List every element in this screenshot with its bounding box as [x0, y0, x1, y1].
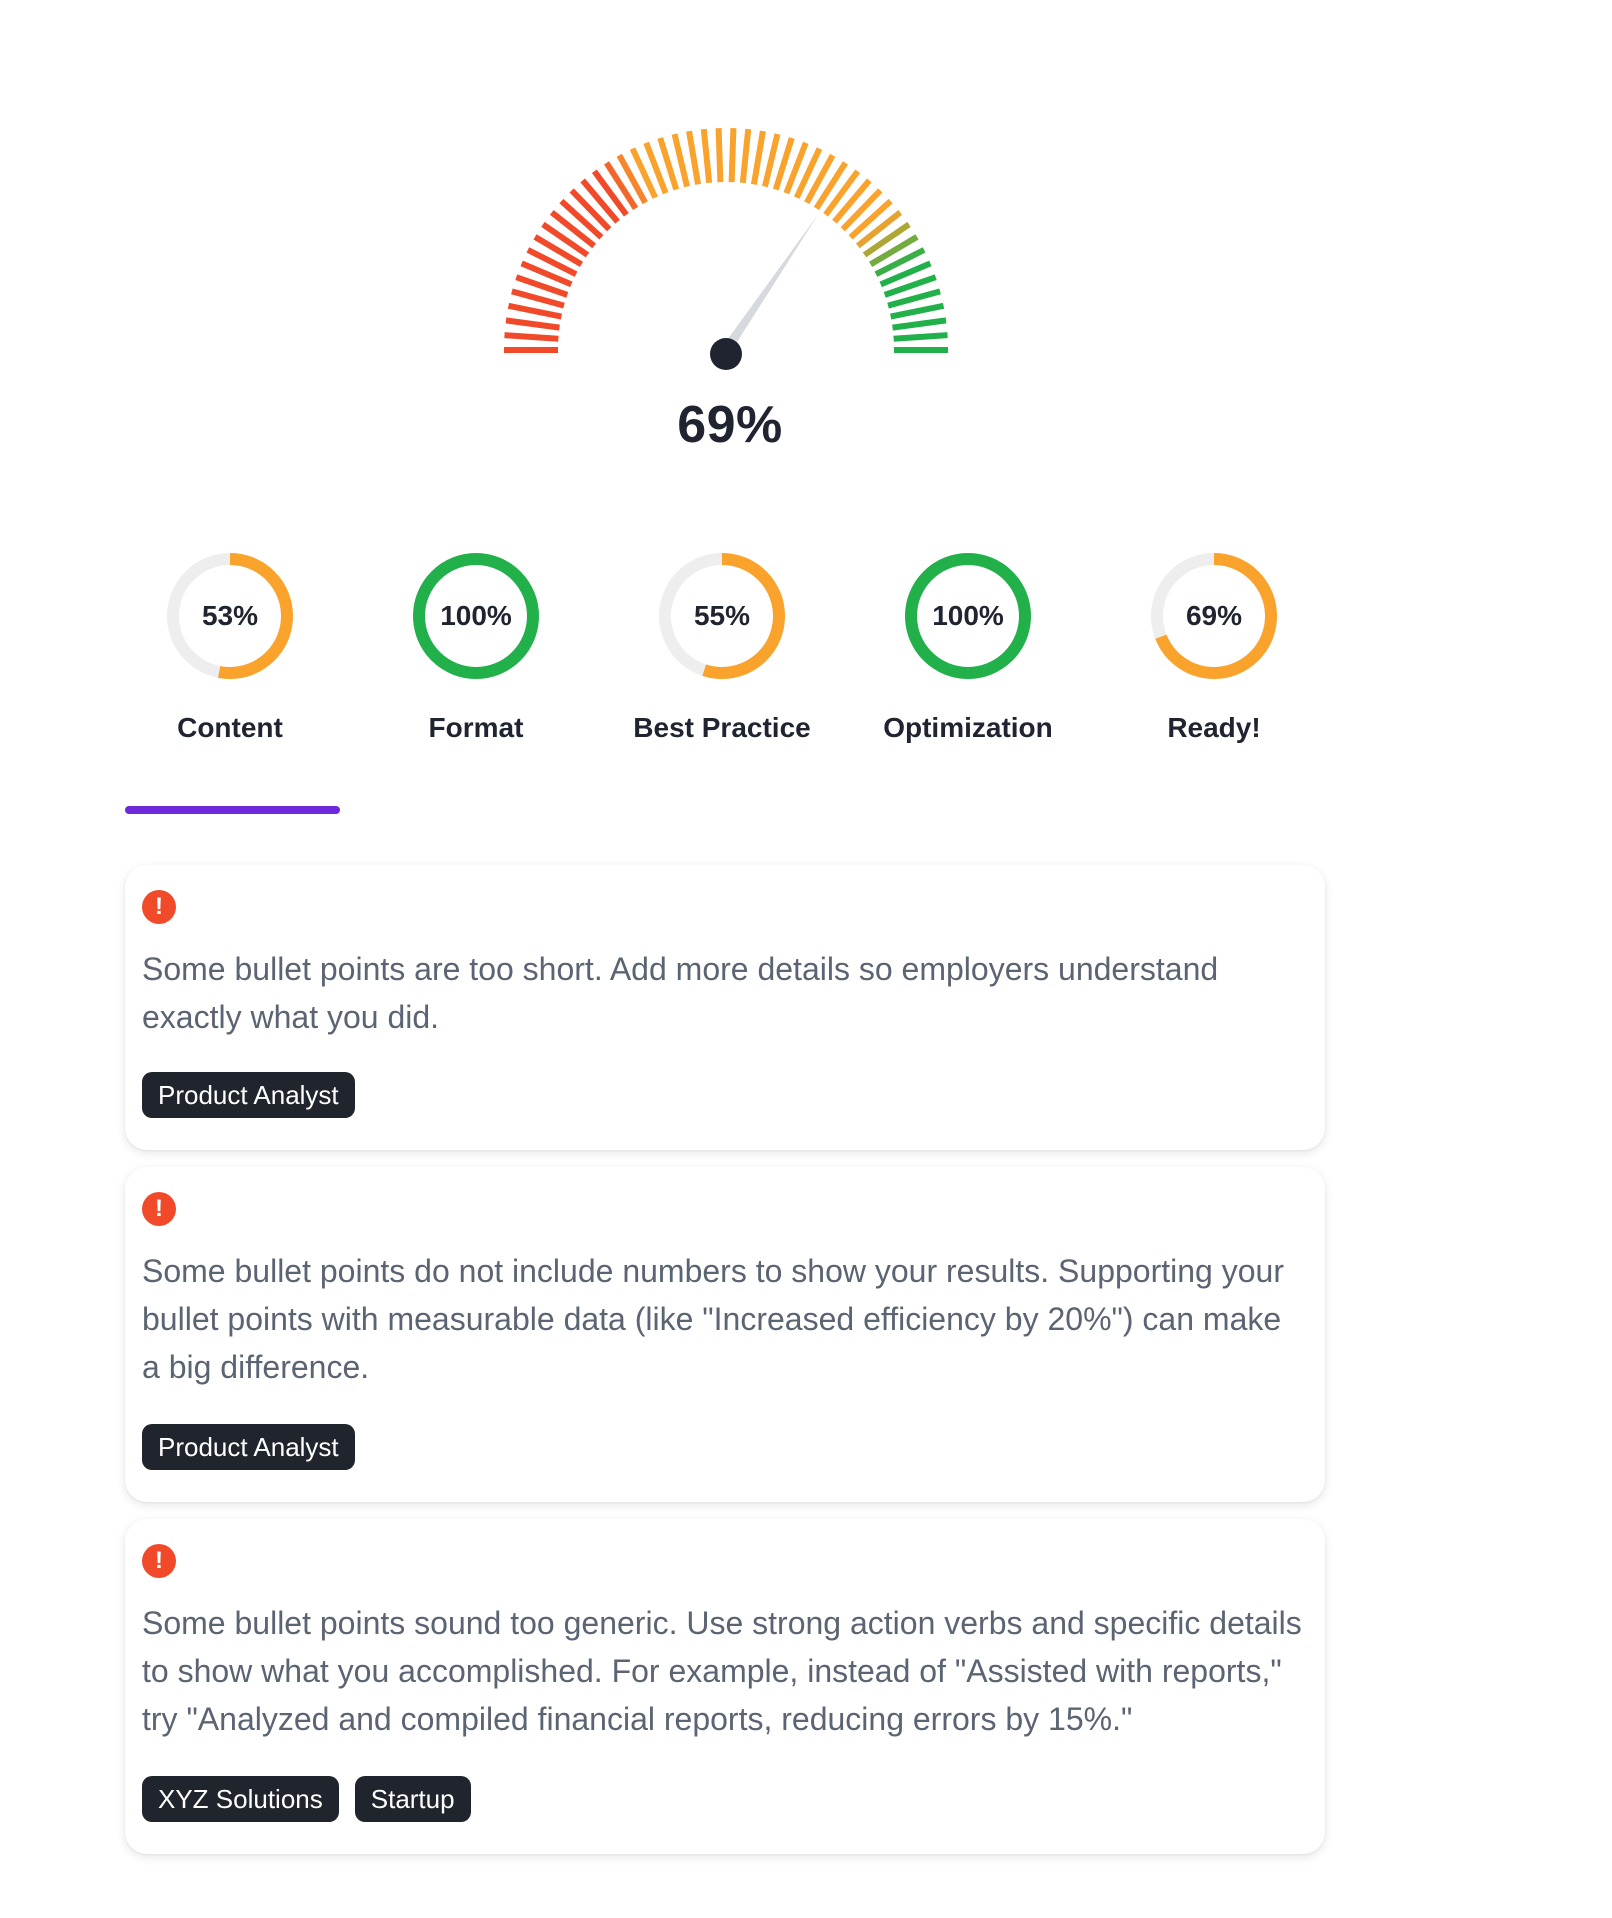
score-label: Content [177, 712, 283, 743]
gauge-tick [772, 137, 795, 191]
gauge-tick [591, 169, 629, 217]
gauge-tick [869, 234, 919, 267]
ring-progress [413, 553, 539, 679]
gauge-tick [511, 288, 565, 309]
gauge-tick [762, 133, 781, 188]
gauge-tick [890, 302, 945, 320]
gauge-tick [643, 141, 669, 195]
gauge-tick [750, 130, 766, 185]
score-label: Ready! [1167, 712, 1261, 743]
tag-chip[interactable]: XYZ Solutions [142, 1776, 339, 1822]
feedback-card: ! Some bullet points do not include numb… [125, 1167, 1325, 1502]
gauge-tick [848, 198, 893, 240]
tag-list: XYZ Solutions Startup [142, 1776, 471, 1822]
score-label: Format [428, 712, 524, 743]
gauge-tick [879, 260, 932, 288]
score-item-best-practice[interactable]: 55% Best Practice [602, 550, 842, 744]
score-percent: 53% [201, 600, 259, 631]
score-label: Best Practice [633, 712, 811, 743]
gauge-tick [505, 317, 560, 331]
exclamation-icon: ! [142, 890, 176, 924]
feedback-card: ! Some bullet points are too short. Add … [125, 865, 1325, 1150]
gauge-tick [804, 153, 836, 205]
score-ring: 100% [410, 550, 542, 682]
gauge-needle [721, 213, 819, 353]
gauge-tick [823, 169, 861, 217]
gauge-tick [629, 147, 659, 199]
gauge-tick [515, 274, 569, 298]
gauge-tick [783, 141, 809, 195]
gauge-tick [832, 178, 872, 224]
gauge-tick [893, 332, 948, 342]
score-label: Optimization [883, 712, 1053, 743]
feedback-text: Some bullet points are too short. Add mo… [142, 951, 1219, 1035]
gauge-needle-hub [710, 338, 742, 370]
tag-list: Product Analyst [142, 1072, 355, 1118]
overall-score-value: 69% [677, 396, 783, 454]
progress-ring-icon [167, 553, 293, 679]
score-ring: 69% [1148, 550, 1280, 682]
gauge-tick [671, 133, 690, 188]
gauge-tick [883, 274, 937, 298]
ring-progress [167, 553, 293, 679]
score-percent: 55% [693, 600, 751, 631]
gauge-tick [686, 130, 702, 185]
score-ring: 55% [656, 550, 788, 682]
feedback-card: ! Some bullet points sound too generic. … [125, 1519, 1325, 1854]
gauge-tick [840, 188, 883, 232]
gauge-tick [887, 288, 941, 309]
progress-ring-icon [659, 553, 785, 679]
exclamation-icon: ! [142, 1544, 176, 1578]
ring-progress [1151, 553, 1277, 679]
gauge-tick [855, 210, 903, 249]
gauge-tick [793, 147, 823, 199]
overall-score-gauge [504, 128, 948, 370]
score-percent: 69% [1185, 600, 1243, 631]
tag-chip[interactable]: Startup [354, 1776, 471, 1822]
tag-chip[interactable]: Product Analyst [142, 1072, 355, 1118]
gauge-tick [715, 128, 724, 183]
category-scores: 53% Content 100% Format 55% Best Practic… [110, 550, 1350, 770]
active-tab-indicator [125, 806, 340, 814]
gauge-tick [526, 247, 578, 277]
gauge-tick [520, 260, 573, 288]
feedback-text: Some bullet points do not include number… [142, 1253, 1284, 1385]
gauge-tick [507, 302, 562, 320]
gauge-tick [813, 161, 848, 211]
gauge-tick [739, 128, 752, 184]
gauge-tick [728, 128, 737, 183]
gauge-tick [862, 221, 911, 258]
gauge-tick [892, 317, 947, 331]
gauge-tick [657, 137, 680, 191]
gauge-tick [874, 247, 926, 277]
gauge-tick [559, 198, 604, 240]
gauge-tick [604, 161, 639, 211]
progress-ring-icon [1151, 553, 1277, 679]
gauge-tick [569, 188, 612, 232]
score-percent: 100% [440, 600, 512, 631]
exclamation-icon: ! [142, 1192, 176, 1226]
score-item-format[interactable]: 100% Format [356, 550, 596, 744]
gauge-tick [541, 221, 590, 258]
progress-ring-icon [413, 553, 539, 679]
score-ring: 53% [164, 550, 296, 682]
score-ring: 100% [902, 550, 1034, 682]
feedback-text: Some bullet points sound too generic. Us… [142, 1605, 1302, 1737]
progress-ring-icon [905, 553, 1031, 679]
tag-list: Product Analyst [142, 1424, 355, 1470]
gauge-tick [700, 128, 713, 184]
gauge-tick [580, 178, 620, 224]
ring-progress [905, 553, 1031, 679]
gauge-tick [616, 153, 648, 205]
score-item-content[interactable]: 53% Content [110, 550, 350, 744]
tag-chip[interactable]: Product Analyst [142, 1424, 355, 1470]
score-percent: 100% [932, 600, 1004, 631]
ring-progress [659, 553, 785, 679]
score-item-optimization[interactable]: 100% Optimization [848, 550, 1088, 744]
gauge-tick [504, 332, 559, 342]
score-item-ready[interactable]: 69% Ready! [1094, 550, 1334, 744]
gauge-tick [533, 234, 583, 267]
gauge-tick [549, 210, 597, 249]
